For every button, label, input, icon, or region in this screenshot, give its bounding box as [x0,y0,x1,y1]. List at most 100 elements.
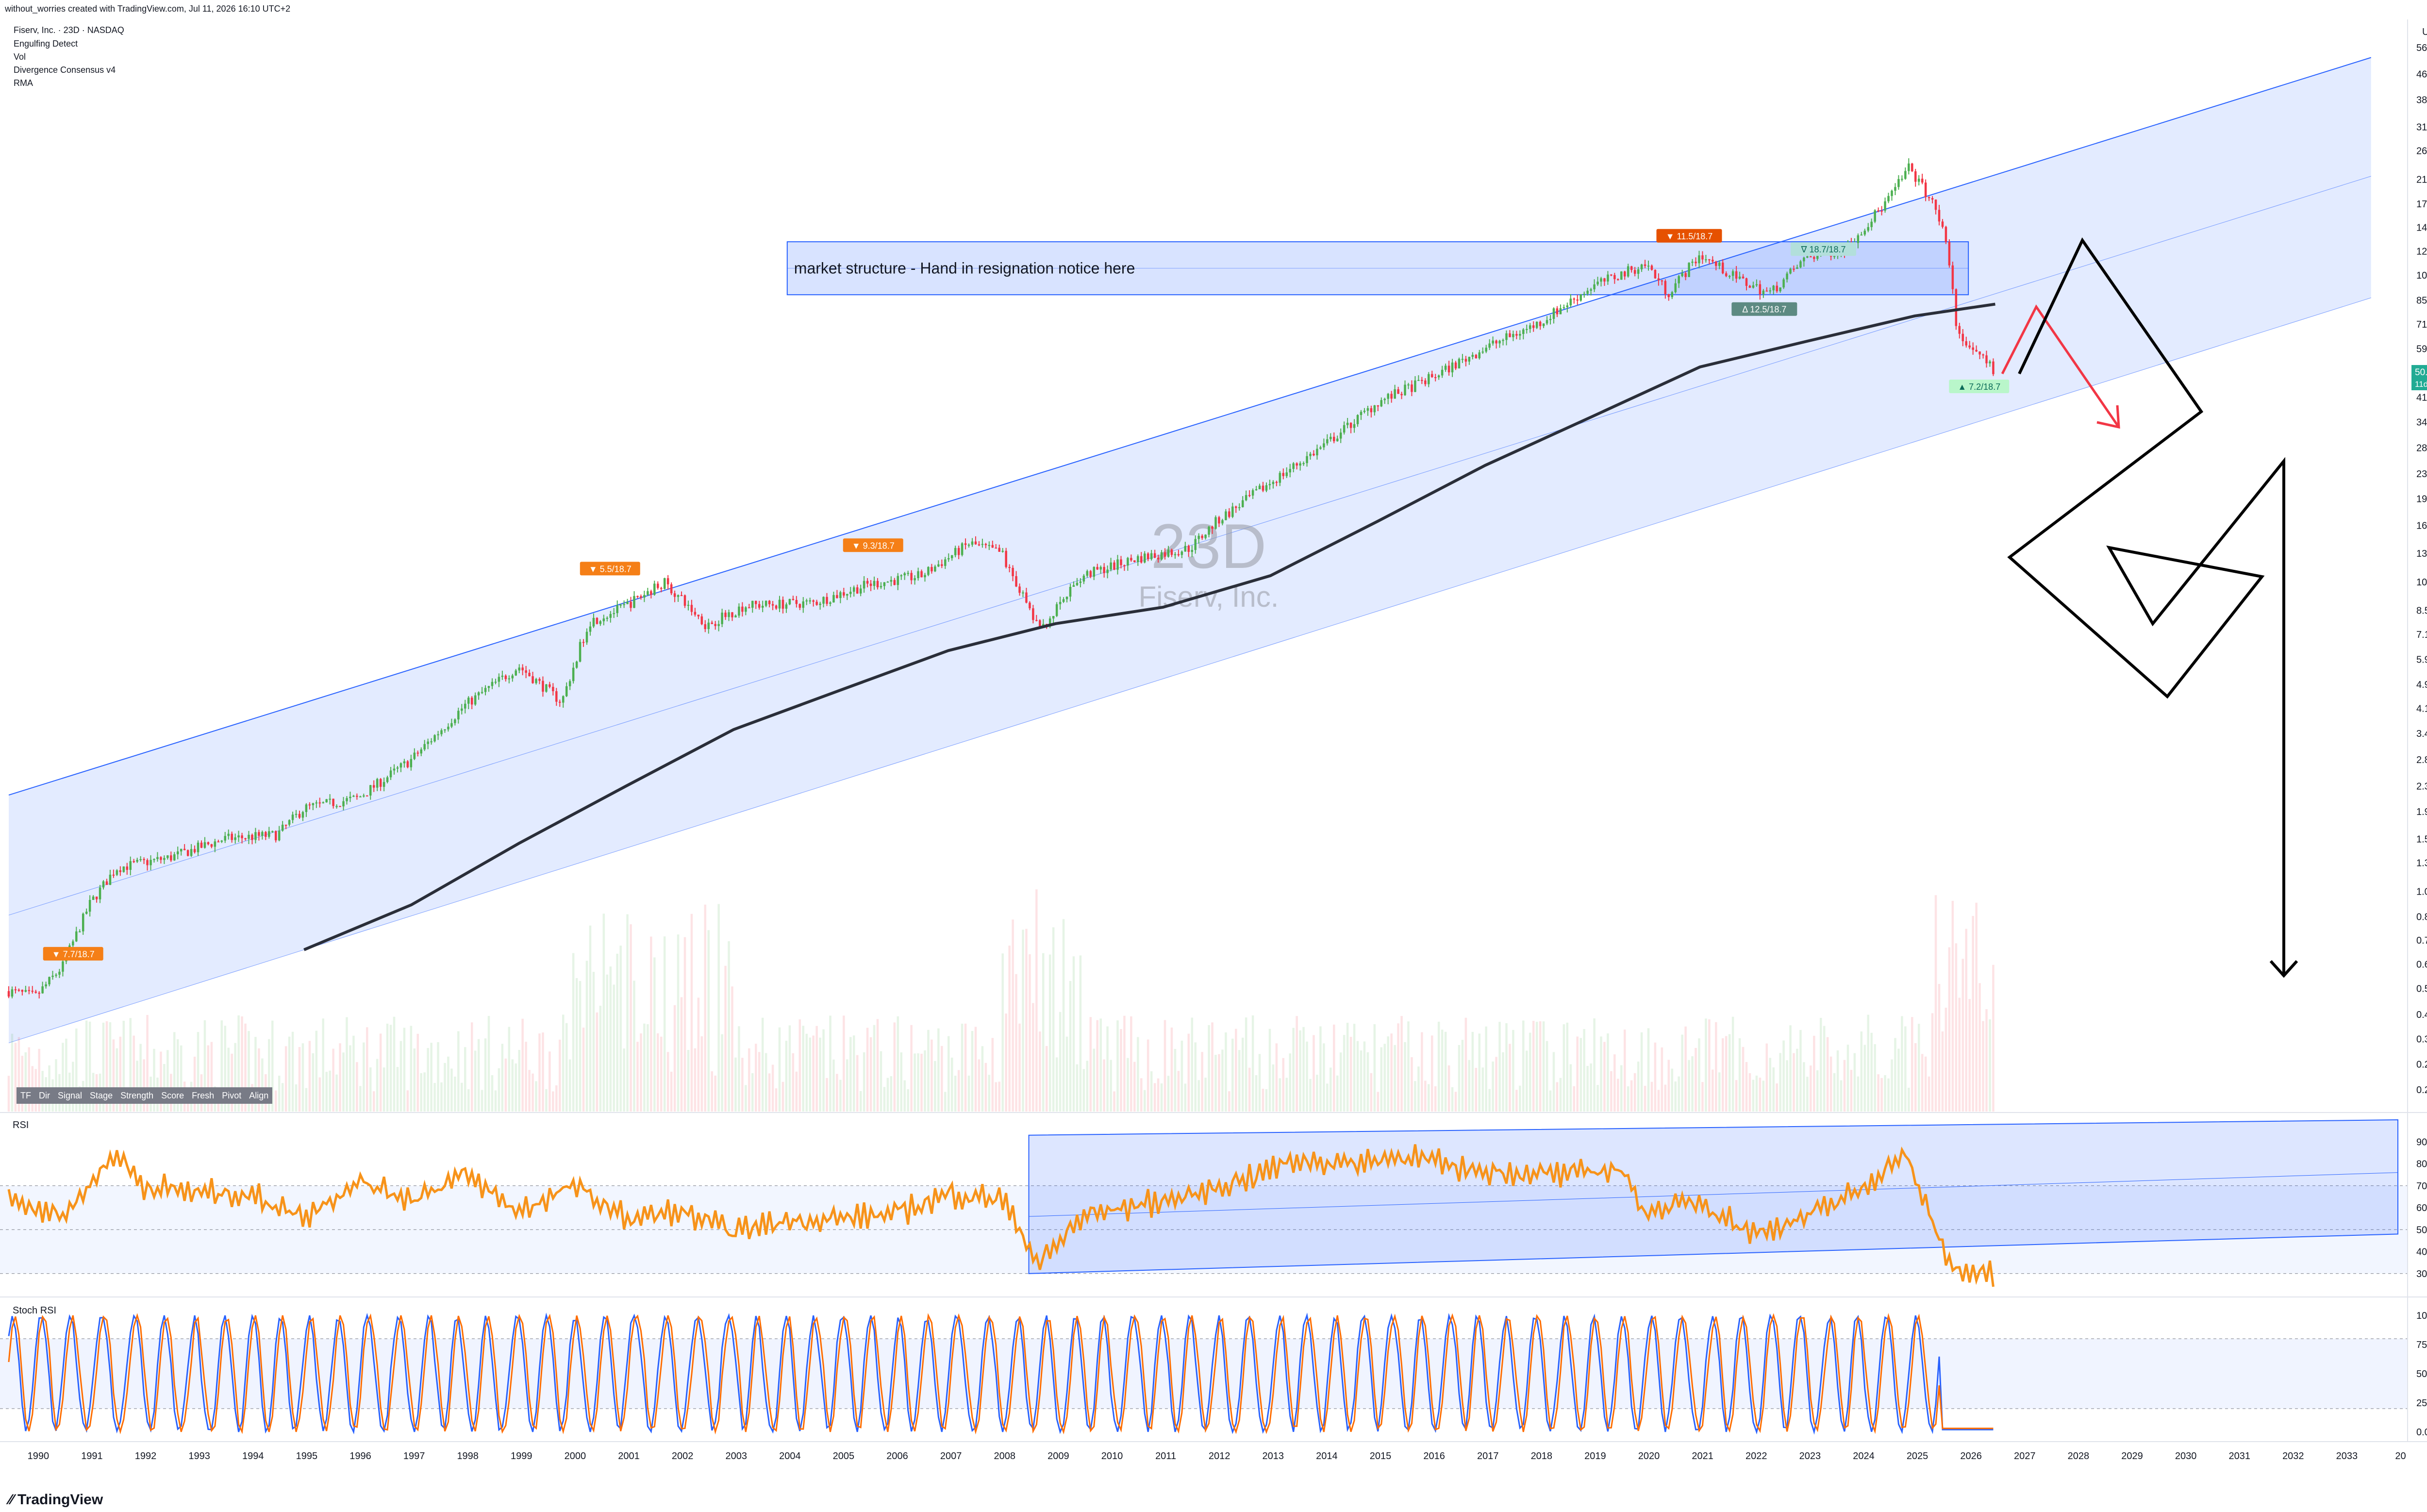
volume-bar [1353,1024,1356,1112]
volume-bar [1059,1012,1062,1112]
candle-body [1941,221,1944,227]
volume-bar [535,1081,537,1112]
time-tick: 2001 [618,1451,640,1462]
toolbar-item[interactable]: Stage [90,1091,113,1100]
candle-body [1370,408,1373,413]
toolbar-item[interactable]: Score [161,1091,184,1100]
price-axis[interactable]: 560.00 460.00 380.00 310.00 260.00 210.00 175.… [2416,43,2427,1096]
candle-body [1096,567,1098,570]
rsi-tick: 80.00 [2416,1159,2427,1170]
indicator-legend-engulfing[interactable]: Engulfing Detect [14,39,78,49]
indicator-legend-divergence[interactable]: Divergence Consensus v4 [14,65,116,75]
volume-bar [562,1014,565,1112]
watermark-interval: 23D [1151,511,1266,582]
candle-body [616,605,618,614]
hand-drawings [2001,237,2298,978]
volume-bar [1583,1029,1585,1112]
volume-bar [893,1022,896,1112]
candle-body [1613,275,1616,280]
time-tick: 2005 [833,1451,855,1462]
volume-bar [501,1044,504,1112]
candle-body [284,825,287,826]
time-tick: 2029 [2121,1451,2143,1462]
candle-body [771,604,774,606]
volume-bar [717,904,720,1112]
candle-body [1330,436,1332,439]
candle-body [1241,500,1244,507]
volume-bar [829,1015,831,1112]
volume-bar [1285,1078,1288,1112]
candle-body [271,831,274,832]
volume-bar [1786,1060,1788,1112]
volume-bar [775,1088,778,1112]
candle-body [136,860,138,862]
volume-bar [1691,1056,1694,1112]
candle-body [88,899,91,912]
volume-bar [376,1059,379,1112]
toolbar-item[interactable]: TF [20,1091,31,1100]
candle-body [197,842,199,852]
candle-body [1447,366,1450,373]
toolbar-item[interactable]: Align [249,1091,269,1100]
candle-body [133,861,135,863]
toolbar-item[interactable]: Fresh [192,1091,215,1100]
tradingview-logo[interactable]: ⁄⁄ TradingView [9,1492,103,1508]
candle-body [924,575,926,578]
toolbar-item[interactable]: Pivot [222,1091,242,1100]
candle-body [1471,355,1474,357]
volume-bar [1559,1078,1562,1112]
candle-body [153,859,155,860]
indicator-legend-vol[interactable]: Vol [14,52,26,62]
volume-bar [1478,1033,1481,1112]
price-tick: 71.50 [2416,319,2427,330]
volume-bar [197,1032,199,1112]
candle-body [1593,284,1596,290]
candle-body [542,681,544,692]
candle-body [1539,321,1542,326]
candle-body [248,834,250,839]
volume-bar [413,1048,416,1112]
indicator-legend-rma[interactable]: RMA [14,78,33,88]
candle-body [873,581,876,586]
time-axis[interactable]: 1990 1991 1992 1993 1994 1995 1996 1997 1998 1999… [28,1451,2406,1462]
volume-bar [1025,929,1028,1112]
toolbar-item[interactable]: Signal [58,1091,83,1100]
volume-bar [758,1052,761,1112]
candle-body [105,881,108,885]
time-tick: 2032 [2282,1451,2304,1462]
volume-bar [1833,1073,1836,1112]
candle-body [437,734,439,735]
toolbar-item[interactable]: Strength [120,1091,154,1100]
candle-body [237,835,240,838]
symbol-legend[interactable]: Fiserv, Inc. · 23D · NASDAQ [14,25,124,35]
time-tick: 2020 [1638,1451,1660,1462]
volume-bar [761,1017,764,1112]
price-tick: 0.5100 [2416,983,2427,994]
candle-body [1958,326,1961,334]
volume-bar [1799,1030,1802,1112]
volume-bar [1776,1083,1778,1112]
candle-body [484,688,487,692]
volume-bar [406,1090,409,1112]
candle-body [491,681,494,686]
stoch-rsi-panel[interactable]: 100.00 75.00 50.00 25.00 0.00 [0,1311,2427,1438]
rsi-panel[interactable]: 90.00 80.00 70.00 60.00 50.00 40.00 30.00 [0,1119,2427,1287]
volume-bar [964,1023,967,1112]
candle-body [1407,384,1410,386]
candle-body [1522,329,1525,334]
volume-bar [633,980,635,1112]
candle-body [1451,362,1454,373]
volume-bar [1397,1023,1399,1112]
volume-bar [1563,1024,1565,1112]
volume-bar [1488,1089,1491,1112]
main-panel[interactable] [0,19,2408,1112]
candle-body [1586,290,1589,294]
volume-bar [363,1042,365,1112]
candle-body [352,796,355,797]
price-series [7,158,1995,999]
volume-bar [477,1039,480,1112]
volume-bar [511,1059,514,1112]
toolbar-item[interactable]: Dir [39,1091,50,1100]
candle-body [369,785,372,796]
